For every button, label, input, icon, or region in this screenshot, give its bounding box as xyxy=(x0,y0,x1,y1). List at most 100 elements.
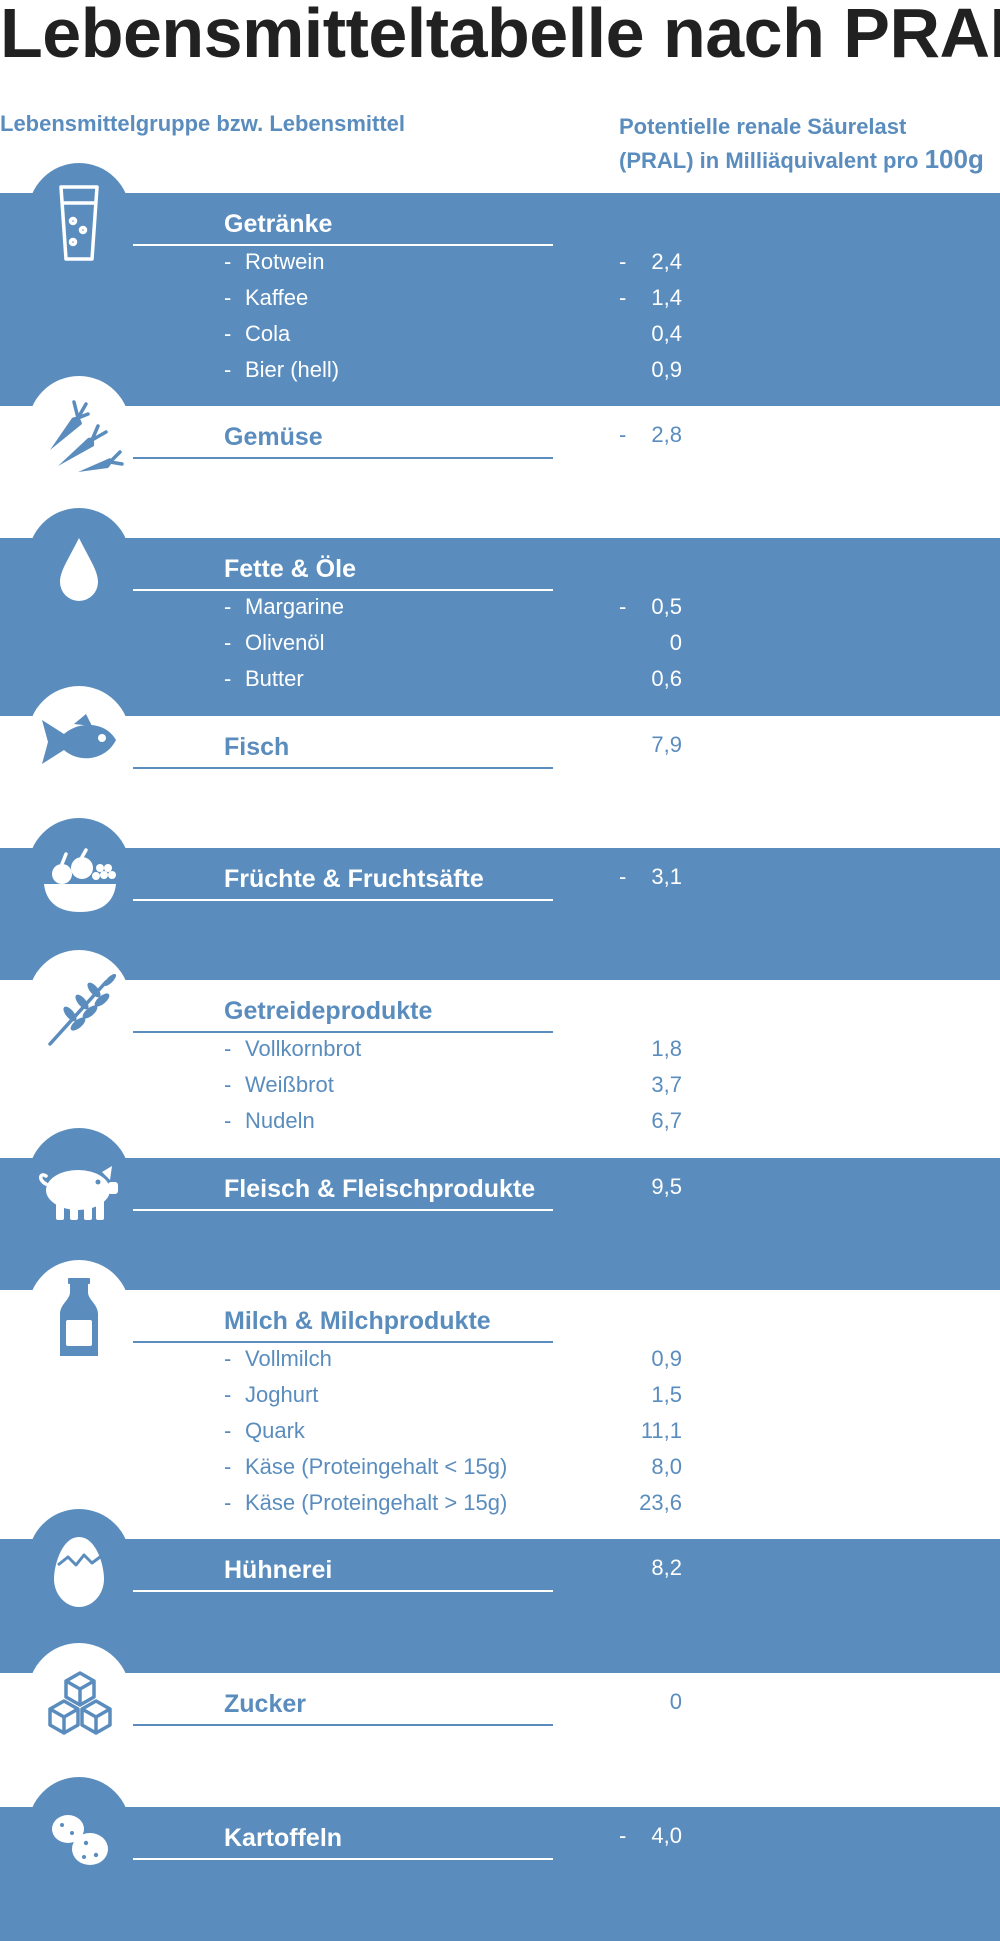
category-title: Gemüse xyxy=(224,423,323,451)
pral-value: 8,2 xyxy=(651,1555,682,1580)
category-underline xyxy=(133,1341,553,1343)
item-label: Käse (Proteingehalt > 15g) xyxy=(245,1490,508,1515)
pral-value: 0,4 xyxy=(651,321,682,346)
category-underline xyxy=(133,589,553,591)
carrot-icon xyxy=(28,384,130,476)
section-pig: Fleisch & Fleischprodukte 9,5 xyxy=(0,1128,1000,1290)
category-title: Fleisch & Fleischprodukte xyxy=(224,1175,536,1203)
item-label: Käse (Proteingehalt < 15g) xyxy=(245,1454,508,1479)
item-label: Nudeln xyxy=(245,1108,315,1133)
category-underline xyxy=(133,1031,553,1033)
item-label: Rotwein xyxy=(245,249,325,274)
pral-value: 11,1 xyxy=(640,1418,682,1443)
bullet-dash: - xyxy=(224,630,232,655)
section-glass: Getränke - Rotwein -2,4- Kaffee -1,4- Cola 0,4-… xyxy=(0,163,1000,406)
pral-value: 1,4 xyxy=(651,285,682,310)
list-item: - Weißbrot 3,7 xyxy=(0,1072,1000,1108)
section-carrot: Gemüse -2,8 xyxy=(0,376,1000,538)
egg-icon xyxy=(28,1517,130,1609)
bullet-dash: - xyxy=(224,1418,232,1443)
section-fish: Fisch 7,9 xyxy=(0,686,1000,848)
icon-tab xyxy=(28,163,130,265)
fish-icon xyxy=(28,694,130,786)
bullet-dash: - xyxy=(224,1454,232,1479)
list-item: - Margarine -0,5 xyxy=(0,594,1000,630)
category-title: Getreideprodukte xyxy=(224,997,433,1025)
pral-value: 8,0 xyxy=(651,1454,682,1479)
category-title: Kartoffeln xyxy=(224,1824,343,1852)
column-header-pral-line1: Potentielle renale Säurelast xyxy=(619,114,907,139)
page-title: Lebensmitteltabelle nach PRAL xyxy=(0,0,1000,72)
bullet-dash: - xyxy=(224,285,232,310)
pral-value: 3,7 xyxy=(651,1072,682,1097)
category-title: Zucker xyxy=(224,1690,306,1718)
negative-sign: - xyxy=(619,864,627,889)
bullet-dash: - xyxy=(224,594,232,619)
category-title: Früchte & Fruchtsäfte xyxy=(224,865,484,893)
column-header-unit: 100g xyxy=(924,144,984,174)
list-item: - Quark 11,1 xyxy=(0,1418,1000,1454)
section-drop: Fette & Öle - Margarine -0,5- Olivenöl 0- Butt… xyxy=(0,508,1000,716)
bullet-dash: - xyxy=(224,1108,232,1133)
list-item: - Käse (Proteingehalt > 15g) 23,6 xyxy=(0,1490,1000,1526)
fruit-bowl-icon xyxy=(28,826,130,918)
negative-sign: - xyxy=(619,594,627,619)
section-wheat: Getreideprodukte - Vollkornbrot 1,8- Weißbro… xyxy=(0,950,1000,1158)
category-title: Hühnerei xyxy=(224,1556,333,1584)
negative-sign: - xyxy=(619,285,627,310)
negative-sign: - xyxy=(619,1823,627,1848)
item-label: Vollmilch xyxy=(245,1346,332,1371)
bullet-dash: - xyxy=(224,1490,232,1515)
item-label: Butter xyxy=(245,666,304,691)
list-item: - Kaffee -1,4 xyxy=(0,285,1000,321)
item-label: Quark xyxy=(245,1418,305,1443)
item-label: Olivenöl xyxy=(245,630,325,655)
list-item: - Bier (hell) 0,9 xyxy=(0,357,1000,393)
pral-value: 0,9 xyxy=(651,357,682,382)
bullet-dash: - xyxy=(224,249,232,274)
negative-sign: - xyxy=(619,249,627,274)
category-title: Fisch xyxy=(224,733,290,761)
category-underline xyxy=(133,457,553,459)
category-underline xyxy=(133,1858,553,1860)
pral-value: 2,4 xyxy=(651,249,682,274)
glass-icon xyxy=(28,171,130,263)
category-title: Fette & Öle xyxy=(224,555,356,583)
bullet-dash: - xyxy=(224,1072,232,1097)
category-title: Getränke xyxy=(224,210,333,238)
bullet-dash: - xyxy=(224,1036,232,1061)
pral-value: 0 xyxy=(669,630,682,655)
milk-bottle-icon xyxy=(28,1268,130,1360)
category-title: Milch & Milchprodukte xyxy=(224,1307,491,1335)
item-label: Weißbrot xyxy=(245,1072,334,1097)
category-underline xyxy=(133,1724,553,1726)
item-label: Joghurt xyxy=(245,1382,319,1407)
list-item: - Rotwein -2,4 xyxy=(0,249,1000,285)
pral-value: 0,6 xyxy=(651,666,682,691)
item-label: Bier (hell) xyxy=(245,357,340,382)
column-header-pral: Potentielle renale Säurelast (PRAL) in M… xyxy=(619,111,984,177)
item-label: Cola xyxy=(245,321,291,346)
bullet-dash: - xyxy=(224,1346,232,1371)
pral-value: 0,5 xyxy=(651,594,682,619)
sugar-cubes-icon xyxy=(28,1651,130,1743)
bullet-dash: - xyxy=(224,321,232,346)
pig-icon xyxy=(28,1136,130,1228)
pral-value: 1,5 xyxy=(651,1382,682,1407)
potato-icon xyxy=(28,1785,130,1877)
drop-icon xyxy=(28,516,130,608)
section-milk-bottle: Milch & Milchprodukte - Vollmilch 0,9- Joghu… xyxy=(0,1260,1000,1539)
list-item: - Joghurt 1,5 xyxy=(0,1382,1000,1418)
list-item: - Vollmilch 0,9 xyxy=(0,1346,1000,1382)
item-label: Kaffee xyxy=(245,285,309,310)
category-underline xyxy=(133,899,553,901)
list-item: - Nudeln 6,7 xyxy=(0,1108,1000,1144)
section-sugar-cubes: Zucker 0 xyxy=(0,1643,1000,1807)
category-underline xyxy=(133,1209,553,1211)
bullet-dash: - xyxy=(224,357,232,382)
pral-value: 7,9 xyxy=(651,732,682,757)
pral-value: 23,6 xyxy=(639,1490,682,1515)
category-underline xyxy=(133,1590,553,1592)
pral-value: 0,9 xyxy=(651,1346,682,1371)
bullet-dash: - xyxy=(224,666,232,691)
